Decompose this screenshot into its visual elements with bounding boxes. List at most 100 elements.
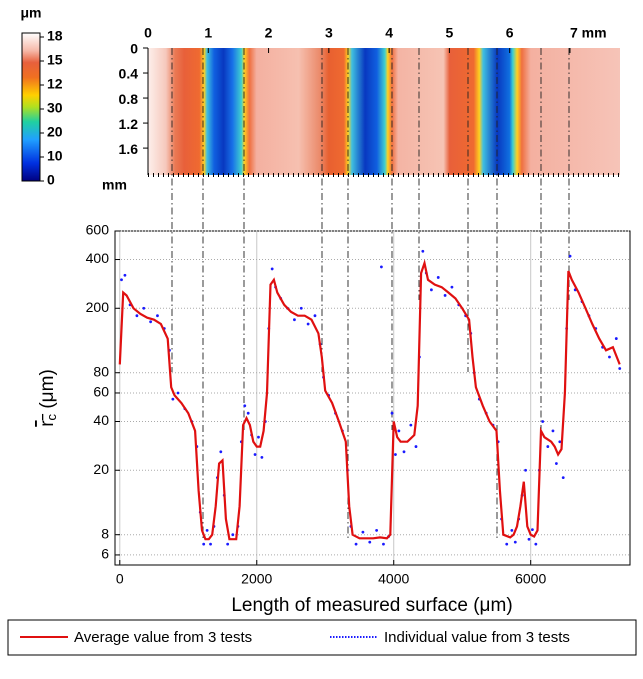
data-point xyxy=(156,314,159,318)
map-y-tick-label: 1.6 xyxy=(119,141,139,157)
data-point xyxy=(171,397,175,401)
map-y-tick-label: 1.2 xyxy=(119,116,139,132)
map-x-tick-label: 3 xyxy=(325,25,333,41)
y-tick-label: 8 xyxy=(101,525,109,541)
data-point xyxy=(354,542,358,546)
y-tick-label: 600 xyxy=(86,222,110,238)
data-point xyxy=(397,429,401,433)
colorbar-unit: μm xyxy=(20,5,41,21)
y-tick-label: 80 xyxy=(93,363,109,379)
data-point xyxy=(293,318,296,322)
data-point xyxy=(313,314,317,318)
colorbar-tick-label: 20 xyxy=(47,124,63,140)
y-tick-label: 200 xyxy=(86,299,110,315)
data-point xyxy=(226,542,230,546)
data-point xyxy=(531,528,534,532)
data-point xyxy=(443,294,447,297)
data-point xyxy=(409,423,413,427)
data-point xyxy=(149,320,153,324)
y-axis-label: rc (μm) xyxy=(37,369,59,427)
y-label-unit: (μm) xyxy=(37,369,58,414)
legend xyxy=(7,619,637,656)
data-point xyxy=(375,529,379,532)
data-point xyxy=(608,355,611,359)
map-y-label: mm xyxy=(102,177,127,193)
data-point xyxy=(142,306,146,310)
colorbar-tick-label: 12 xyxy=(47,76,63,92)
data-point xyxy=(394,453,397,456)
x-tick-label: 4000 xyxy=(378,571,409,587)
map-x-tick-label: 7 mm xyxy=(570,25,607,41)
y-tick-label: 40 xyxy=(93,412,109,428)
map-x-tick-label: 5 xyxy=(446,25,454,41)
data-point xyxy=(176,391,180,395)
data-point xyxy=(541,420,545,423)
data-point xyxy=(429,288,433,292)
data-point xyxy=(614,337,618,340)
colorbar-tick-label: 30 xyxy=(47,100,63,116)
data-point xyxy=(380,265,383,269)
data-point xyxy=(618,367,622,370)
y-label-sub: c xyxy=(44,413,59,420)
data-point xyxy=(205,529,209,532)
data-point xyxy=(243,404,247,408)
data-point xyxy=(450,285,454,289)
y-tick-label: 60 xyxy=(93,384,109,400)
map-x-tick-label: 2 xyxy=(265,25,273,41)
data-point xyxy=(505,542,509,546)
data-point xyxy=(402,450,406,454)
map-x-tick-label: 1 xyxy=(204,25,212,41)
map-x-tick-label: 6 xyxy=(506,25,514,41)
heatmap xyxy=(148,48,620,175)
colorbar-tick-label: 10 xyxy=(47,148,63,164)
data-point xyxy=(120,278,123,282)
data-point xyxy=(260,456,264,459)
data-point xyxy=(561,476,565,480)
data-point xyxy=(546,445,550,448)
data-point xyxy=(123,273,127,277)
legend-label: Individual value from 3 tests xyxy=(384,629,570,646)
data-point xyxy=(368,540,372,544)
data-point xyxy=(306,322,310,326)
average-line xyxy=(118,258,621,541)
data-point xyxy=(436,276,440,279)
data-point xyxy=(231,533,235,537)
data-point xyxy=(524,468,527,472)
legend-label: Average value from 3 tests xyxy=(74,629,252,646)
data-point xyxy=(554,462,558,465)
map-y-tick-label: 0.4 xyxy=(119,66,139,82)
y-label-symbol: r xyxy=(37,420,58,427)
data-point xyxy=(568,254,572,258)
data-point xyxy=(527,537,531,541)
x-tick-label: 6000 xyxy=(515,571,546,587)
data-point xyxy=(558,440,562,444)
data-point xyxy=(534,542,538,546)
data-point xyxy=(257,435,260,439)
colorbar-tick-label: 0 xyxy=(47,172,55,188)
data-point xyxy=(253,453,257,456)
x-tick-label: 2000 xyxy=(241,571,272,587)
data-point xyxy=(510,529,514,532)
data-point xyxy=(414,445,418,448)
data-point xyxy=(551,429,555,433)
data-point xyxy=(209,542,212,546)
data-point xyxy=(299,306,303,310)
map-x-tick-label: 4 xyxy=(385,25,393,41)
map-x-tick-label: 0 xyxy=(144,25,152,41)
data-point xyxy=(246,411,250,415)
x-tick-label: 0 xyxy=(116,571,124,587)
data-point xyxy=(219,450,223,454)
data-point xyxy=(513,540,517,544)
data-point xyxy=(390,411,394,415)
data-point xyxy=(270,267,274,271)
map-y-tick-label: 0.8 xyxy=(119,91,139,107)
x-axis-label: Length of measured surface (μm) xyxy=(231,595,512,616)
data-point xyxy=(361,530,365,534)
plot-frame xyxy=(114,230,631,566)
colorbar-tick-label: 18 xyxy=(47,28,63,44)
y-tick-label: 6 xyxy=(101,546,109,562)
y-tick-label: 20 xyxy=(93,461,109,477)
colorbar xyxy=(21,32,41,182)
map-y-tick-label: 0 xyxy=(130,41,138,57)
